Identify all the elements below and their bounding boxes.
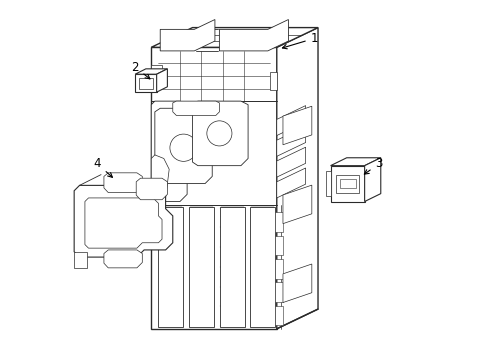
Polygon shape <box>189 207 214 327</box>
Polygon shape <box>274 235 282 255</box>
Text: 1: 1 <box>282 32 318 49</box>
Circle shape <box>79 224 94 240</box>
Polygon shape <box>135 74 156 92</box>
Polygon shape <box>276 168 305 198</box>
Circle shape <box>75 255 85 265</box>
Polygon shape <box>158 207 183 327</box>
Polygon shape <box>135 69 167 74</box>
Polygon shape <box>276 126 305 156</box>
Circle shape <box>332 188 342 197</box>
Polygon shape <box>283 106 311 145</box>
Polygon shape <box>283 264 311 302</box>
Circle shape <box>123 197 139 213</box>
Circle shape <box>169 134 197 161</box>
Polygon shape <box>339 179 355 188</box>
Polygon shape <box>151 155 169 205</box>
Polygon shape <box>85 198 162 248</box>
Circle shape <box>206 121 231 146</box>
Circle shape <box>117 252 129 265</box>
Polygon shape <box>283 185 311 224</box>
Polygon shape <box>274 282 282 302</box>
Polygon shape <box>151 47 276 329</box>
Polygon shape <box>269 72 276 90</box>
Polygon shape <box>104 250 142 268</box>
Polygon shape <box>160 19 214 51</box>
Polygon shape <box>364 158 380 202</box>
Circle shape <box>146 80 153 87</box>
Polygon shape <box>74 252 86 268</box>
Text: 3: 3 <box>364 157 382 174</box>
Polygon shape <box>192 101 247 166</box>
Circle shape <box>138 80 145 87</box>
Polygon shape <box>274 259 282 279</box>
Polygon shape <box>151 28 317 47</box>
Polygon shape <box>219 207 244 327</box>
Polygon shape <box>172 101 219 116</box>
Polygon shape <box>274 212 282 232</box>
Polygon shape <box>139 78 153 89</box>
Polygon shape <box>151 65 162 80</box>
Polygon shape <box>330 158 380 166</box>
Polygon shape <box>276 147 305 177</box>
Polygon shape <box>219 19 288 51</box>
Polygon shape <box>151 101 187 202</box>
Polygon shape <box>276 28 317 329</box>
Polygon shape <box>276 105 305 135</box>
Polygon shape <box>335 175 359 193</box>
Polygon shape <box>156 69 167 92</box>
Polygon shape <box>325 171 330 196</box>
Polygon shape <box>136 178 167 200</box>
Text: 2: 2 <box>131 60 150 79</box>
Polygon shape <box>250 207 275 327</box>
Polygon shape <box>274 306 282 325</box>
Polygon shape <box>74 185 172 257</box>
Polygon shape <box>330 166 364 202</box>
Polygon shape <box>104 173 142 193</box>
Polygon shape <box>155 108 212 184</box>
Text: 4: 4 <box>94 157 112 177</box>
